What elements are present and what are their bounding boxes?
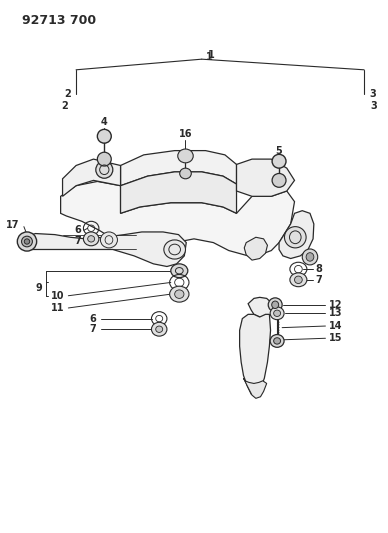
Ellipse shape <box>294 276 302 284</box>
Polygon shape <box>22 232 186 266</box>
Text: 14: 14 <box>329 321 342 331</box>
Ellipse shape <box>306 253 314 261</box>
Text: 1: 1 <box>208 51 214 60</box>
Text: 9: 9 <box>36 283 42 293</box>
Polygon shape <box>61 181 294 256</box>
Text: 7: 7 <box>90 324 97 334</box>
Text: 7: 7 <box>74 236 81 246</box>
Polygon shape <box>248 297 273 317</box>
Ellipse shape <box>83 232 99 246</box>
Polygon shape <box>279 211 314 259</box>
Text: 92713 700: 92713 700 <box>22 14 96 27</box>
Text: 2: 2 <box>62 101 68 111</box>
Text: 8: 8 <box>316 264 323 274</box>
Polygon shape <box>244 237 267 260</box>
Ellipse shape <box>270 307 284 320</box>
Text: 1: 1 <box>206 52 212 61</box>
Polygon shape <box>244 378 267 398</box>
Ellipse shape <box>171 264 188 278</box>
Ellipse shape <box>170 286 189 302</box>
Text: 3: 3 <box>371 101 378 111</box>
Ellipse shape <box>100 232 118 248</box>
Polygon shape <box>121 172 237 213</box>
Text: 15: 15 <box>329 333 342 343</box>
Ellipse shape <box>302 249 318 265</box>
Ellipse shape <box>284 227 306 248</box>
Text: 10: 10 <box>51 290 64 301</box>
Ellipse shape <box>175 290 184 298</box>
Ellipse shape <box>22 236 32 247</box>
Text: 7: 7 <box>316 275 322 285</box>
Ellipse shape <box>274 310 281 317</box>
Polygon shape <box>121 151 237 185</box>
Ellipse shape <box>164 240 185 259</box>
Ellipse shape <box>97 152 111 166</box>
Ellipse shape <box>178 149 193 163</box>
Text: 6: 6 <box>74 225 81 236</box>
Ellipse shape <box>24 239 30 244</box>
Text: 4: 4 <box>101 117 108 127</box>
Text: 3: 3 <box>369 88 376 99</box>
Text: 5: 5 <box>276 146 282 156</box>
Text: 16: 16 <box>179 128 192 139</box>
Ellipse shape <box>270 335 284 348</box>
Text: 12: 12 <box>329 300 342 310</box>
Text: 6: 6 <box>90 313 97 324</box>
Text: 13: 13 <box>329 308 342 318</box>
Ellipse shape <box>97 130 111 143</box>
Ellipse shape <box>88 236 95 242</box>
Text: 17: 17 <box>6 220 19 230</box>
Ellipse shape <box>268 298 282 312</box>
Ellipse shape <box>274 338 281 344</box>
Ellipse shape <box>96 161 113 178</box>
Ellipse shape <box>272 173 286 187</box>
Ellipse shape <box>151 322 167 336</box>
Text: 11: 11 <box>51 303 64 313</box>
Ellipse shape <box>272 301 279 309</box>
Text: 2: 2 <box>64 88 71 99</box>
Polygon shape <box>237 159 294 196</box>
Polygon shape <box>240 314 270 395</box>
Polygon shape <box>62 159 121 196</box>
Ellipse shape <box>156 326 163 333</box>
Ellipse shape <box>17 232 36 251</box>
Ellipse shape <box>290 273 307 287</box>
Ellipse shape <box>272 155 286 168</box>
Ellipse shape <box>180 168 191 179</box>
